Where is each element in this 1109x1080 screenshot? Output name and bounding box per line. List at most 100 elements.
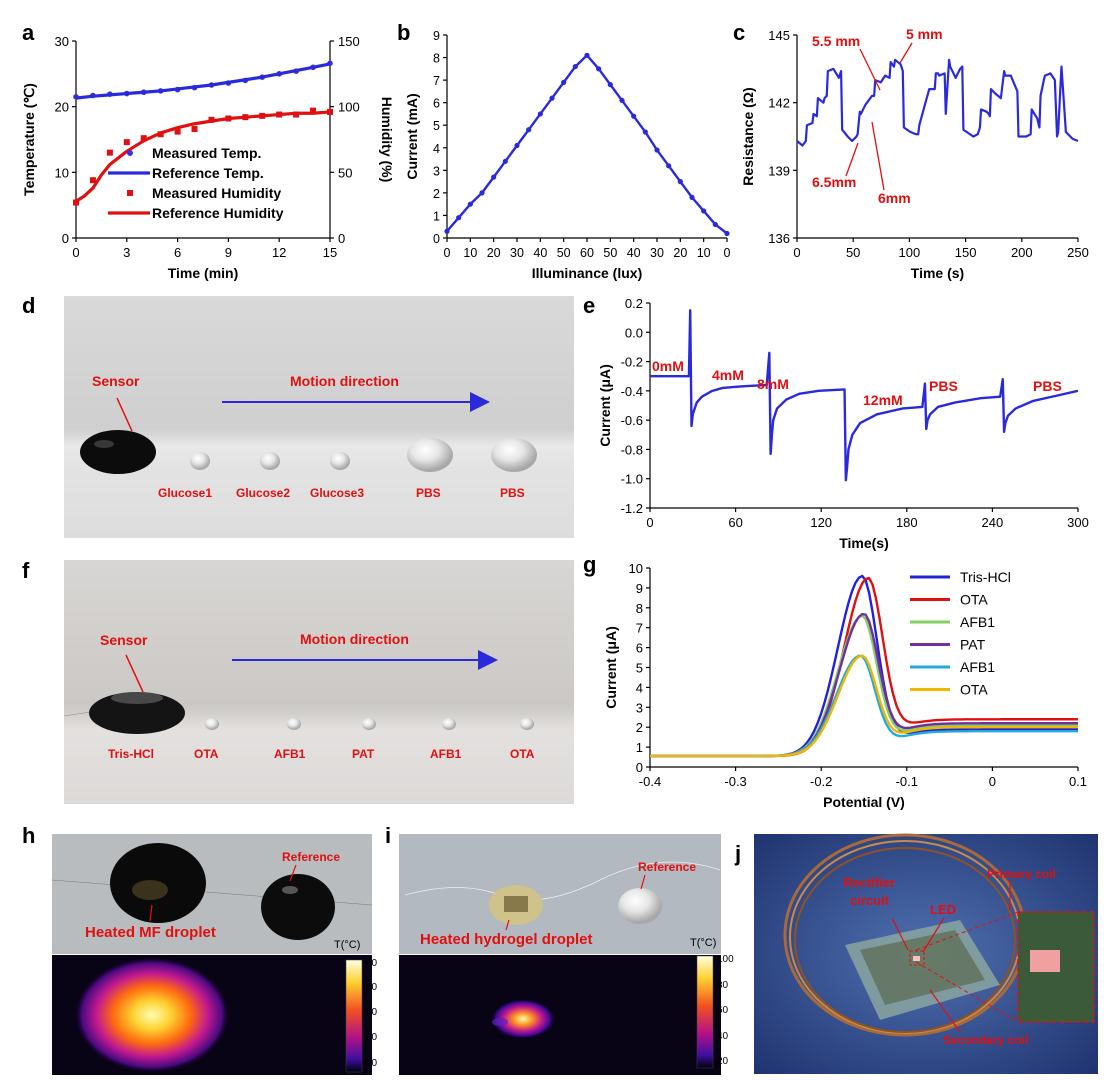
droplet-label: PAT — [352, 747, 375, 761]
x-tick-label: 100 — [899, 245, 921, 260]
legend-label: Measured Temp. — [152, 145, 261, 161]
y-tick-label: 139 — [768, 163, 790, 178]
data-point — [514, 142, 520, 149]
panel-label-a: a — [22, 20, 35, 45]
y-tick-label: 30 — [55, 34, 69, 49]
y-axis-title: Resistance (Ω) — [740, 87, 756, 185]
series-line — [75, 62, 331, 100]
x-tick-label: 0 — [646, 515, 653, 530]
legend-label: OTA — [960, 682, 988, 698]
x-tick-label: 10 — [697, 246, 711, 260]
x-axis-title: Illuminance (lux) — [532, 265, 642, 281]
x-tick-label: 50 — [846, 245, 860, 260]
x-axis-title: Time (s) — [911, 265, 964, 281]
y-tick-label: 2 — [433, 187, 440, 201]
data-point — [174, 128, 181, 135]
x-tick-label: -0.1 — [896, 774, 918, 789]
data-point — [677, 179, 683, 185]
y-tick-label: 6 — [433, 97, 440, 111]
legend-label: AFB1 — [960, 614, 995, 630]
color-scale-bar — [696, 955, 714, 1069]
droplet — [190, 452, 210, 470]
y2-tick-label: 100 — [338, 100, 360, 115]
y-tick-label: 1 — [636, 740, 643, 755]
data-point — [444, 228, 450, 234]
x-tick-label: 300 — [1067, 515, 1089, 530]
heated-droplet-label: Heated hydrogel droplet — [420, 931, 593, 948]
data-point — [724, 230, 730, 237]
x-axis-title: Time (min) — [168, 265, 239, 281]
y-tick-label: -0.2 — [621, 355, 643, 370]
panel-label-b: b — [397, 20, 410, 45]
series-line — [650, 654, 1079, 758]
sensor-pointer-line — [116, 397, 133, 432]
annotation-line — [859, 48, 881, 91]
data-point — [607, 82, 613, 88]
data-point — [619, 97, 625, 104]
hotspot — [491, 999, 555, 1039]
scale-tick: 60 — [717, 1005, 729, 1016]
x-tick-label: 240 — [982, 515, 1004, 530]
data-point — [106, 149, 113, 156]
y-tick-label: 2 — [636, 720, 643, 735]
y-tick-label: 3 — [433, 164, 440, 178]
scale-title: T(°C) — [334, 939, 360, 951]
droplet — [491, 438, 537, 472]
color-scale-bar — [345, 959, 363, 1073]
sensor-pointer-line — [125, 654, 144, 693]
series-line — [650, 612, 1079, 758]
droplet — [442, 718, 456, 730]
annotation: 0mM — [652, 358, 684, 374]
data-point — [140, 135, 147, 142]
y-axis-title: Current (μA) — [603, 626, 619, 708]
reference-droplet — [618, 888, 662, 924]
droplet-label: OTA — [194, 747, 219, 761]
x-tick-label: -0.3 — [724, 774, 746, 789]
scale-title: T(°C) — [690, 937, 716, 949]
primary-coil-label: Primary coil — [987, 867, 1056, 881]
data-point — [572, 63, 578, 70]
y-tick-label: 0 — [433, 232, 440, 246]
y-tick-label: 0 — [62, 231, 69, 246]
data-point — [549, 95, 555, 101]
x-tick-label: 30 — [510, 246, 524, 260]
y2-tick-label: 50 — [338, 165, 352, 180]
data-point — [631, 113, 637, 119]
data-point — [701, 208, 707, 214]
data-point — [73, 199, 79, 206]
photo-d-glucose-droplets: Sensor Motion direction Glucose1 Glucose… — [64, 296, 574, 538]
data-point — [526, 127, 532, 133]
data-point — [642, 129, 648, 135]
series-line — [650, 654, 1079, 758]
legend-label: Measured Humidity — [152, 185, 281, 201]
panel-label-d: d — [22, 293, 35, 318]
x-tick-label: 60 — [580, 246, 594, 260]
y-tick-label: 9 — [636, 581, 643, 596]
series-line — [650, 309, 1079, 482]
x-tick-label: 30 — [650, 246, 664, 260]
annotation: 6.5mm — [812, 174, 856, 190]
droplet-label: AFB1 — [430, 747, 462, 761]
y-tick-label: 4 — [433, 142, 440, 156]
droplet-label: Tris-HCl — [108, 747, 154, 761]
legend-label: Reference Humidity — [152, 205, 284, 221]
annotation: 6mm — [878, 190, 911, 206]
legend-label: Reference Temp. — [152, 165, 264, 181]
y-tick-label: -1.0 — [621, 472, 643, 487]
y-axis-title: Current (mA) — [404, 93, 420, 179]
led — [913, 956, 920, 961]
thermal-image — [399, 955, 721, 1075]
x-tick-label: 20 — [487, 246, 501, 260]
droplet-label: Glucose2 — [236, 486, 290, 500]
y-tick-label: -0.6 — [621, 413, 643, 428]
data-point — [654, 147, 660, 153]
droplet — [520, 718, 534, 730]
x-tick-label: 40 — [627, 246, 641, 260]
panel-label-f: f — [22, 558, 30, 583]
y2-tick-label: 0 — [338, 231, 345, 246]
y-tick-label: 20 — [55, 100, 69, 115]
y-tick-label: 3 — [636, 700, 643, 715]
x-tick-label: 50 — [557, 246, 571, 260]
motion-direction-label: Motion direction — [290, 373, 399, 389]
